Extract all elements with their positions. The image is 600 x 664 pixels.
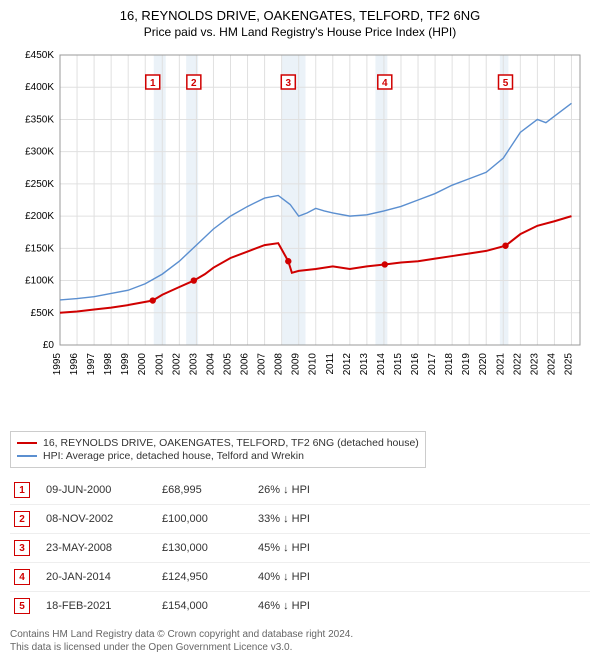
x-tick-label: 2018 [444, 353, 455, 376]
tx-price: £130,000 [162, 542, 242, 554]
x-tick-label: 2014 [376, 353, 387, 376]
y-tick-label: £450K [25, 50, 54, 61]
y-tick-label: £0 [43, 340, 55, 351]
x-tick-label: 2020 [478, 353, 489, 376]
x-tick-label: 2002 [171, 353, 182, 376]
table-row: 2 08-NOV-2002 £100,000 33% ↓ HPI [10, 504, 590, 533]
recession-band [500, 55, 509, 345]
y-tick-label: £200K [25, 211, 54, 222]
x-tick-label: 1995 [52, 353, 63, 376]
legend-label: HPI: Average price, detached house, Telf… [43, 450, 304, 462]
footer-line: This data is licensed under the Open Gov… [10, 641, 590, 654]
x-tick-label: 2021 [495, 353, 506, 376]
y-tick-label: £150K [25, 243, 54, 254]
tx-price: £100,000 [162, 513, 242, 525]
container: 16, REYNOLDS DRIVE, OAKENGATES, TELFORD,… [0, 0, 600, 664]
y-tick-label: £400K [25, 82, 54, 93]
tx-marker: 2 [14, 511, 30, 527]
x-tick-label: 2024 [546, 353, 557, 376]
tx-date: 23-MAY-2008 [46, 542, 146, 554]
y-tick-label: £250K [25, 179, 54, 190]
x-tick-label: 2006 [240, 353, 251, 376]
table-row: 1 09-JUN-2000 £68,995 26% ↓ HPI [10, 476, 590, 504]
legend-item: HPI: Average price, detached house, Telf… [17, 450, 419, 462]
legend-swatch [17, 442, 37, 444]
tx-price: £124,950 [162, 571, 242, 583]
footer: Contains HM Land Registry data © Crown c… [10, 628, 590, 654]
x-tick-label: 2023 [529, 353, 540, 376]
legend-item: 16, REYNOLDS DRIVE, OAKENGATES, TELFORD,… [17, 437, 419, 449]
x-tick-label: 2025 [563, 353, 574, 376]
x-tick-label: 2009 [291, 353, 302, 376]
tx-marker: 5 [14, 598, 30, 614]
tx-date: 09-JUN-2000 [46, 484, 146, 496]
table-row: 3 23-MAY-2008 £130,000 45% ↓ HPI [10, 533, 590, 562]
table-row: 4 20-JAN-2014 £124,950 40% ↓ HPI [10, 562, 590, 591]
x-tick-label: 2000 [137, 353, 148, 376]
chart-subtitle: Price paid vs. HM Land Registry's House … [10, 25, 590, 39]
tx-pct-vs-hpi: 26% ↓ HPI [258, 484, 348, 496]
tx-price: £68,995 [162, 484, 242, 496]
tx-date: 08-NOV-2002 [46, 513, 146, 525]
price-marker-dot [191, 277, 197, 283]
x-tick-label: 2008 [274, 353, 285, 376]
x-tick-label: 2017 [427, 353, 438, 376]
recession-band [375, 55, 387, 345]
x-tick-label: 2012 [342, 353, 353, 376]
x-tick-label: 2003 [188, 353, 199, 376]
chart: £0 £50K £100K £150K £200K £250K £300K £350K £400… [10, 45, 590, 425]
legend: 16, REYNOLDS DRIVE, OAKENGATES, TELFORD,… [10, 431, 426, 468]
x-tick-label: 1996 [69, 353, 80, 376]
tx-pct-vs-hpi: 40% ↓ HPI [258, 571, 348, 583]
x-tick-label: 2011 [325, 353, 336, 375]
x-tick-label: 2010 [308, 353, 319, 376]
x-tick-label: 2013 [359, 353, 370, 376]
x-tick-label: 1998 [103, 353, 114, 376]
x-tick-label: 2016 [410, 353, 421, 376]
tx-marker: 4 [14, 569, 30, 585]
price-marker-dot [502, 243, 508, 249]
price-marker-dot [285, 258, 291, 264]
y-tick-label: £100K [25, 276, 54, 287]
tx-marker: 3 [14, 540, 30, 556]
price-marker-number: 2 [191, 78, 197, 89]
price-marker-number: 3 [286, 78, 292, 89]
x-tick-label: 2019 [461, 353, 472, 376]
chart-svg: £0 £50K £100K £150K £200K £250K £300K £350K £400… [10, 45, 590, 425]
y-tick-label: £350K [25, 114, 54, 125]
x-tick-label: 1999 [120, 353, 131, 376]
tx-date: 20-JAN-2014 [46, 571, 146, 583]
transactions-table: 1 09-JUN-2000 £68,995 26% ↓ HPI 2 08-NOV-2002… [10, 476, 590, 620]
tx-pct-vs-hpi: 46% ↓ HPI [258, 600, 348, 612]
tx-price: £154,000 [162, 600, 242, 612]
tx-pct-vs-hpi: 45% ↓ HPI [258, 542, 348, 554]
price-marker-number: 5 [503, 78, 509, 89]
table-row: 5 18-FEB-2021 £154,000 46% ↓ HPI [10, 591, 590, 620]
x-tick-label: 1997 [86, 353, 97, 376]
price-marker-number: 1 [150, 78, 156, 89]
x-tick-label: 2007 [257, 353, 268, 376]
x-tick-label: 2005 [222, 353, 233, 376]
price-marker-number: 4 [382, 78, 388, 89]
y-tick-label: £300K [25, 147, 54, 158]
title-block: 16, REYNOLDS DRIVE, OAKENGATES, TELFORD,… [10, 8, 590, 39]
tx-pct-vs-hpi: 33% ↓ HPI [258, 513, 348, 525]
y-tick-label: £50K [31, 308, 55, 319]
legend-label: 16, REYNOLDS DRIVE, OAKENGATES, TELFORD,… [43, 437, 419, 449]
footer-line: Contains HM Land Registry data © Crown c… [10, 628, 590, 641]
legend-swatch [17, 455, 37, 457]
tx-date: 18-FEB-2021 [46, 600, 146, 612]
tx-marker: 1 [14, 482, 30, 498]
x-tick-label: 2004 [205, 353, 216, 376]
x-tick-label: 2022 [512, 353, 523, 376]
chart-title-address: 16, REYNOLDS DRIVE, OAKENGATES, TELFORD,… [10, 8, 590, 23]
price-marker-dot [382, 261, 388, 267]
x-tick-label: 2001 [154, 353, 165, 376]
price-marker-dot [150, 297, 156, 303]
x-tick-label: 2015 [393, 353, 404, 376]
